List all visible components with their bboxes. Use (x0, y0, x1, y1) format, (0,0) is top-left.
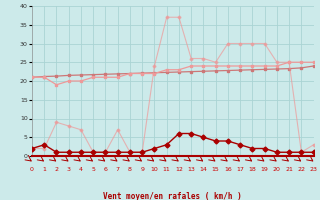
X-axis label: Vent moyen/en rafales ( km/h ): Vent moyen/en rafales ( km/h ) (103, 192, 242, 200)
